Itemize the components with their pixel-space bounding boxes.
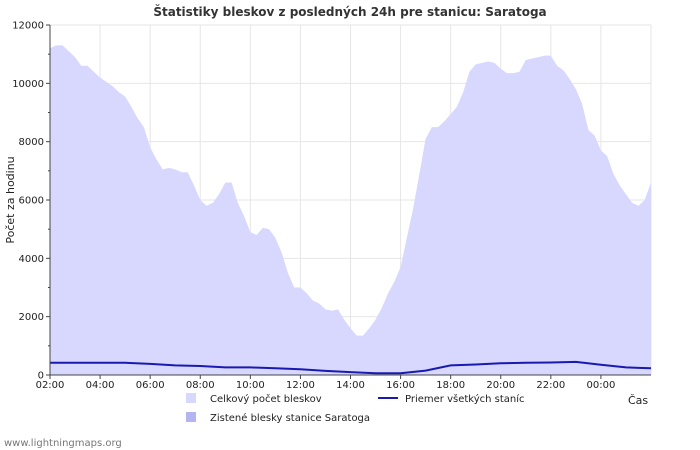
y-tick-label: 0 [38,371,44,382]
y-tick-label: 4000 [19,254,44,265]
x-tick-label: 16:00 [386,380,415,391]
legend-label: Celkový počet bleskov [210,393,322,405]
y-tick-label: 8000 [19,137,44,148]
x-tick-label: 02:00 [36,380,65,391]
x-tick-label: 18:00 [436,380,465,391]
x-tick-label: 14:00 [336,380,365,391]
legend-label: Zistené blesky stanice Saratoga [210,412,370,424]
x-tick-label: 06:00 [136,380,165,391]
y-tick-label: 10000 [12,79,44,90]
x-tick-label: 20:00 [486,380,515,391]
footer-credit: www.lightningmaps.org [4,438,122,449]
y-tick-label: 6000 [19,196,44,207]
y-axis-label: Počet za hodinu [4,156,17,243]
x-tick-label: 10:00 [236,380,265,391]
y-ticks: 0 2000 4000 6000 8000 10000 12000 [12,21,44,382]
series-line-average [50,360,652,375]
y-tick-label: 12000 [12,21,44,32]
x-tick-label: 12:00 [286,380,315,391]
x-tick-label: 04:00 [86,380,115,391]
chart-title: Štatistiky bleskov z posledných 24h pre … [153,4,546,19]
x-axis-label: Čas [628,394,648,407]
legend: Celkový počet bleskov Priemer všetkých st… [186,393,525,424]
legend-swatch [186,393,196,403]
y-tick-label: 2000 [19,312,44,323]
series-area-total [50,45,651,376]
x-tick-label: 22:00 [536,380,565,391]
x-tick-label: 00:00 [587,380,616,391]
x-ticks: 02:00 04:00 06:00 08:00 10:00 12:00 14:00 16:00… [36,380,616,391]
series-line [50,360,652,375]
legend-swatch [186,412,196,422]
series-area [50,45,651,376]
x-tick-label: 08:00 [186,380,215,391]
legend-label: Priemer všetkých staníc [405,393,525,405]
axes [46,24,651,379]
